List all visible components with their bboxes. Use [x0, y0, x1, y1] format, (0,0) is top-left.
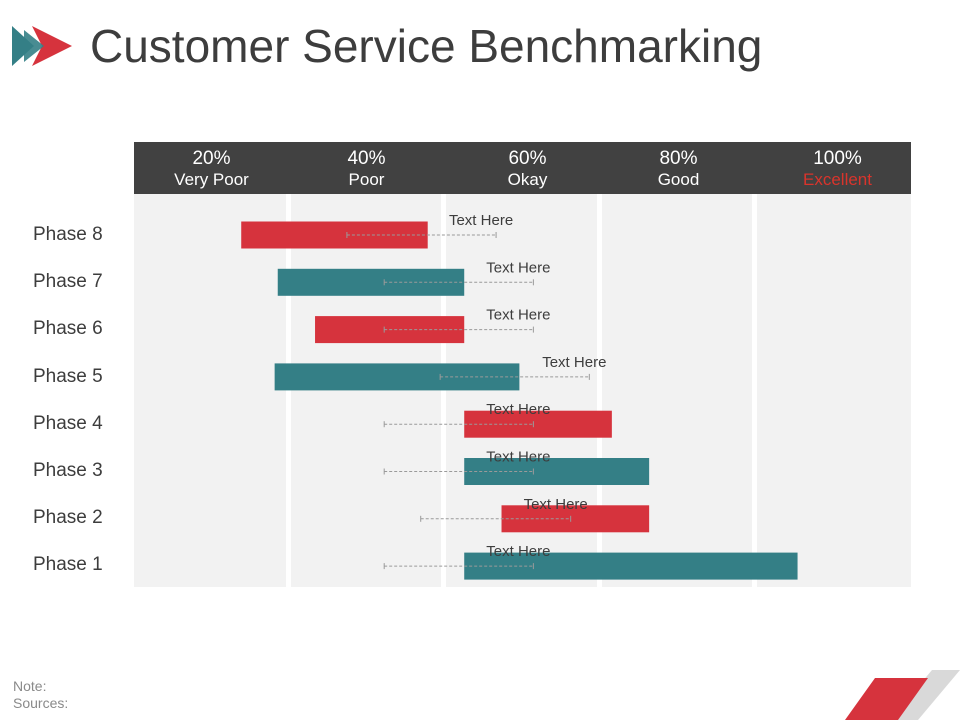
range-bar: [274, 363, 520, 391]
annotation-label: Text Here: [486, 449, 550, 466]
column-header-label: Okay: [507, 170, 548, 189]
column-header-label: Excellent: [803, 170, 872, 189]
logo-arrows-icon: [12, 26, 72, 66]
phase-label: Phase 3: [33, 460, 103, 481]
sources-label: Sources:: [13, 695, 69, 711]
phase-label: Phase 6: [33, 318, 103, 339]
column-header-pct: 80%: [659, 148, 698, 169]
column-header-poor: 40% Poor: [289, 142, 444, 194]
annotation-label: Text Here: [486, 259, 550, 276]
column-header-excellent: 100% Excellent: [760, 142, 915, 194]
grid-line: [597, 194, 602, 587]
page-title: Customer Service Benchmarking: [90, 20, 763, 72]
annotation-label: Text Here: [524, 496, 588, 513]
note-label: Note:: [13, 678, 47, 694]
annotation-label: Text Here: [486, 307, 550, 324]
annotation-label: Text Here: [542, 354, 606, 371]
corner-stripes-icon: [845, 670, 960, 720]
column-header-okay: 60% Okay: [450, 142, 605, 194]
annotation-label: Text Here: [486, 401, 550, 418]
phase-label: Phase 7: [33, 271, 103, 292]
grid-line: [286, 194, 291, 587]
range-bar: [277, 268, 465, 296]
column-header-pct: 100%: [813, 148, 862, 169]
annotation-label: Text Here: [449, 212, 513, 229]
column-header-label: Very Poor: [174, 170, 249, 189]
range-bar: [241, 221, 428, 249]
grid-line: [752, 194, 757, 587]
phase-label: Phase 2: [33, 507, 103, 528]
range-bar: [464, 410, 612, 438]
annotation-label: Text Here: [486, 543, 550, 560]
column-header-very-poor: 20% Very Poor: [134, 142, 289, 194]
column-header-pct: 40%: [347, 148, 386, 169]
grid-line: [441, 194, 446, 587]
column-header-pct: 60%: [508, 148, 547, 169]
phase-label: Phase 5: [33, 366, 103, 387]
phase-label: Phase 4: [33, 413, 103, 434]
column-header-good: 80% Good: [601, 142, 756, 194]
column-header-label: Good: [657, 170, 700, 189]
phase-label: Phase 8: [33, 224, 103, 245]
column-header-pct: 20%: [192, 148, 231, 169]
chart-header-bar: [134, 142, 911, 194]
phase-label: Phase 1: [33, 554, 103, 575]
column-header-label: Poor: [348, 170, 385, 189]
